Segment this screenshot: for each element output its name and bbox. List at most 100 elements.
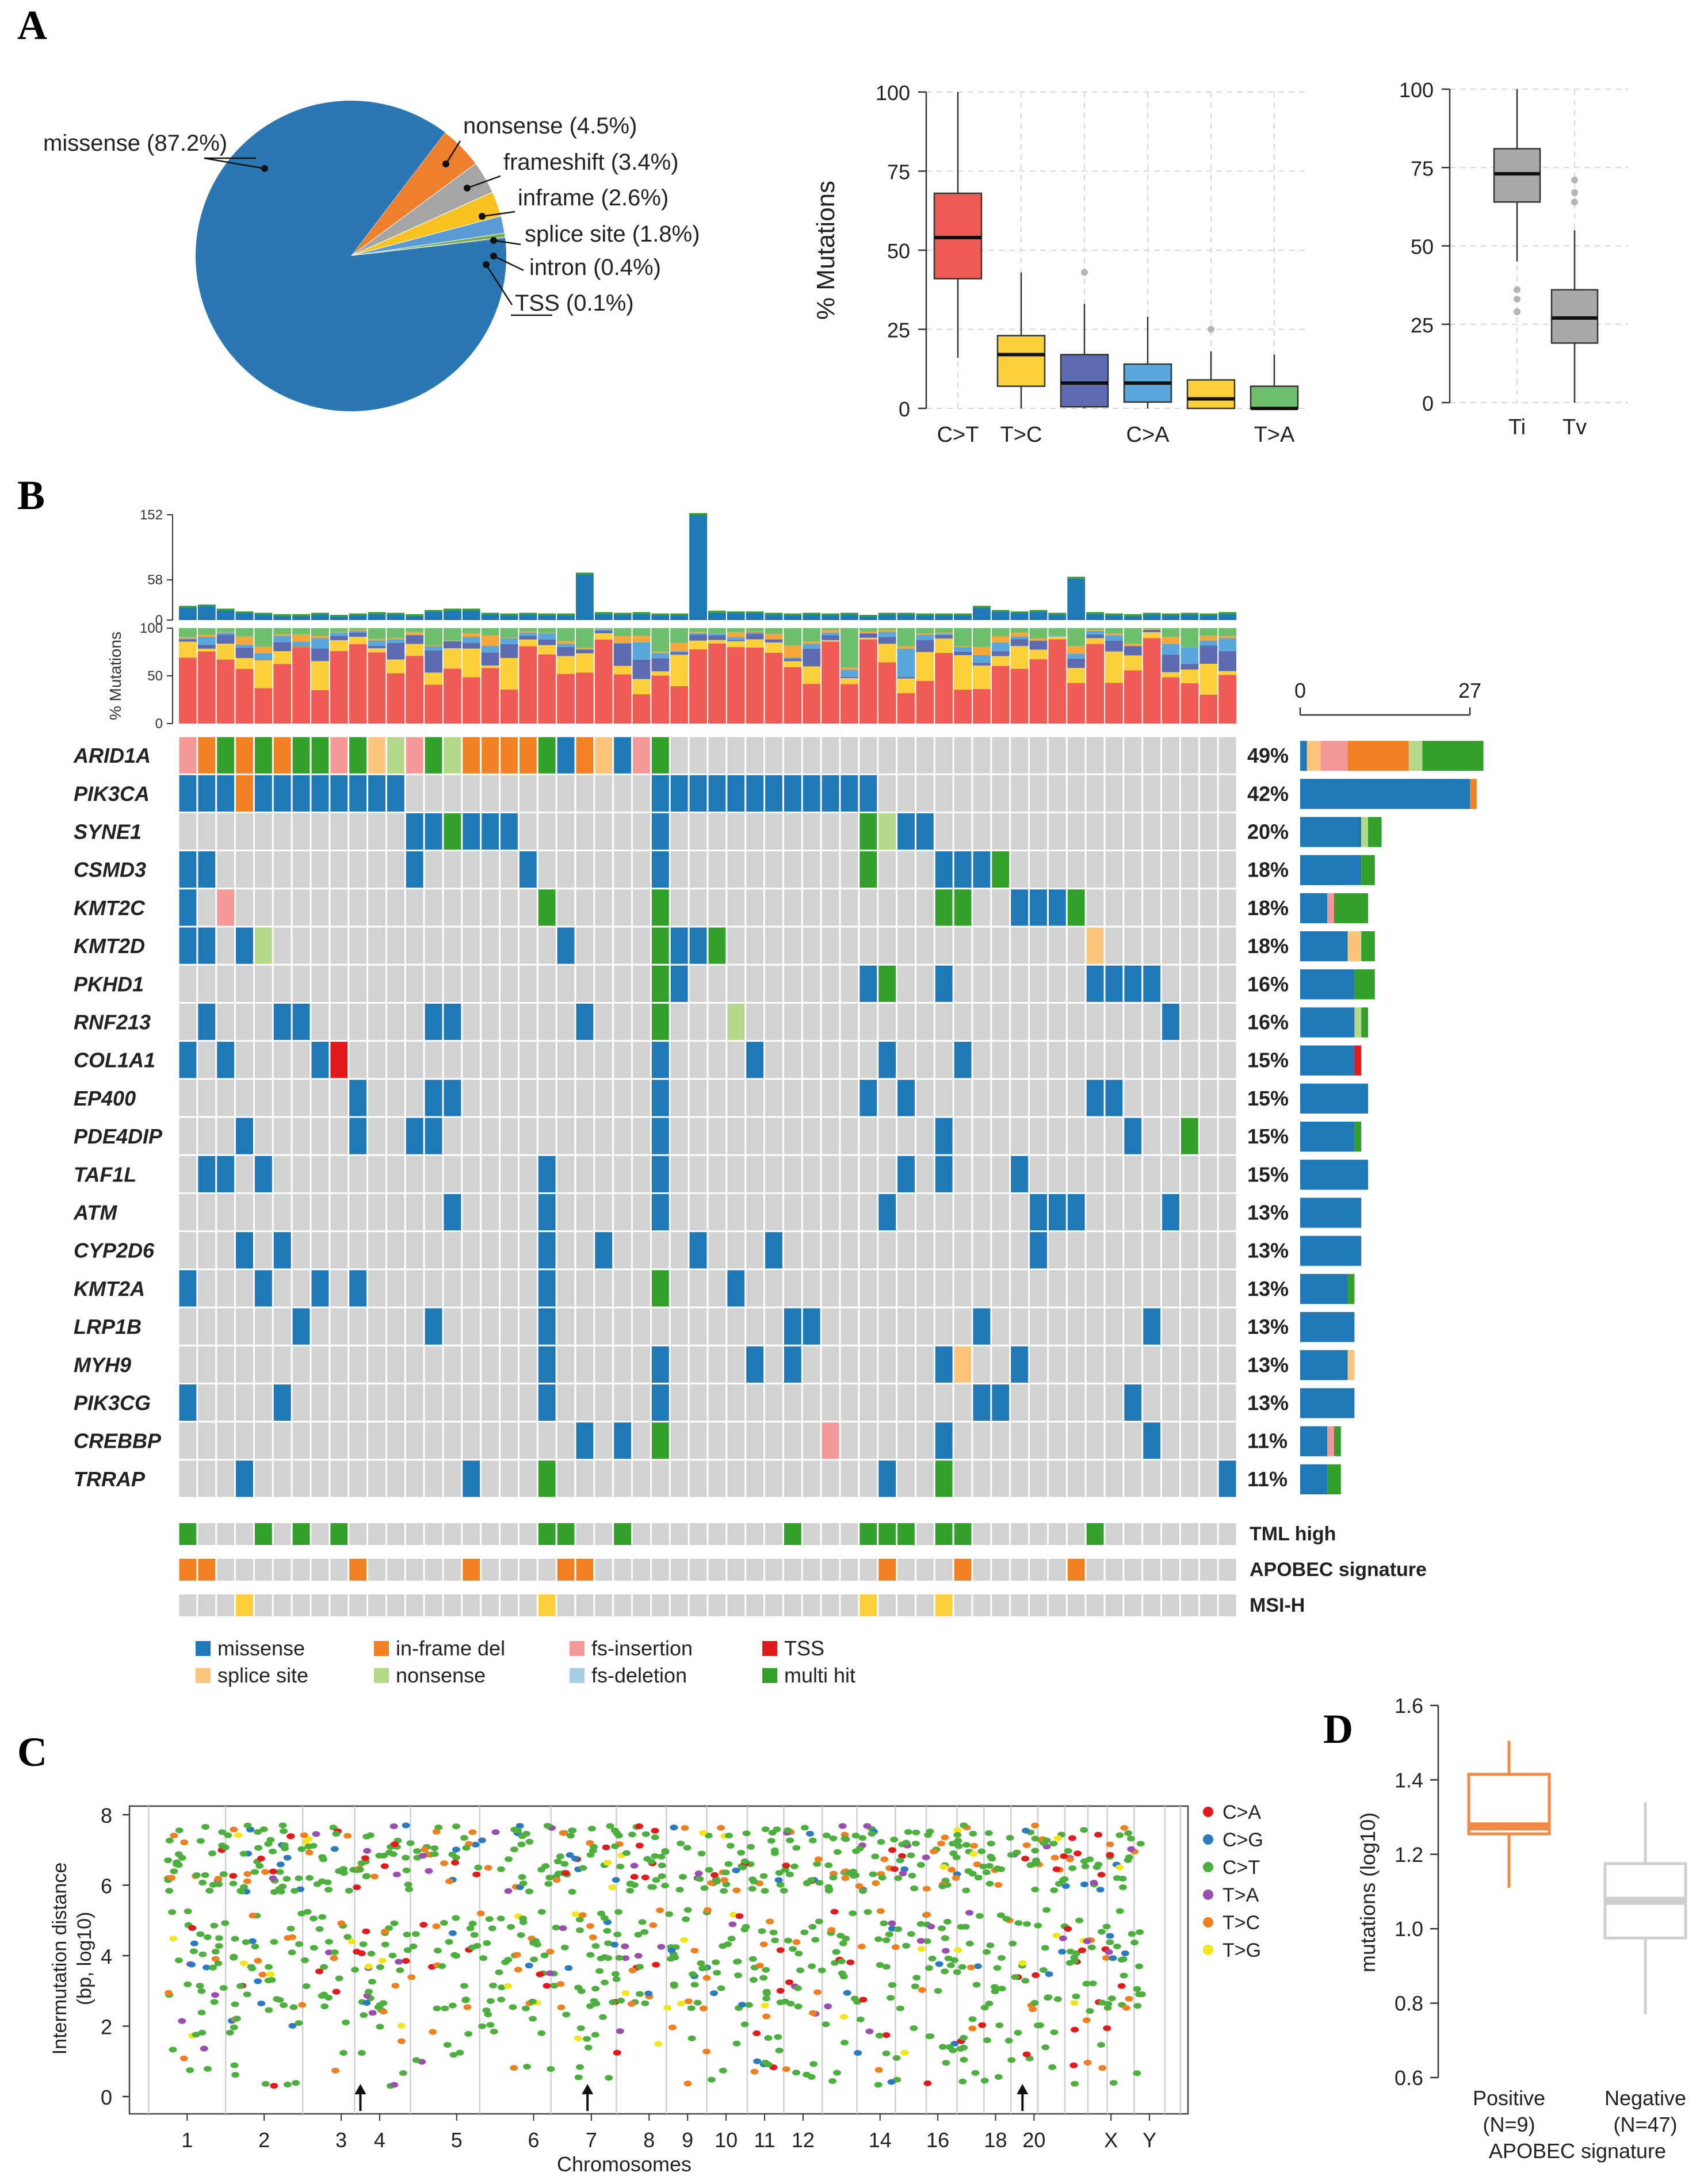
empty-cell (519, 965, 537, 1002)
empty-cell (557, 1384, 575, 1421)
mutation-point (853, 1999, 862, 2005)
empty-cell (727, 927, 745, 964)
pct-stack-segment (500, 637, 518, 638)
empty-cell (746, 927, 764, 964)
mutation-point (543, 1983, 551, 1989)
empty-cell (916, 1460, 934, 1497)
empty-cell (1048, 1156, 1066, 1192)
empty-cell (784, 1080, 801, 1116)
mutation-cell (368, 775, 385, 812)
pct-stack-segment (859, 631, 877, 633)
mutation-cell (1086, 965, 1104, 1002)
empty-cell (1143, 737, 1161, 774)
tmb-bar (1181, 614, 1199, 620)
empty-cell (803, 813, 820, 850)
track-cell-off (292, 1559, 310, 1581)
empty-cell (916, 927, 934, 964)
mutation-point (776, 1881, 785, 1888)
empty-cell (368, 889, 385, 926)
empty-cell (803, 1080, 820, 1116)
mutation-point (466, 1925, 475, 1931)
track-cell-off (330, 1594, 348, 1616)
empty-cell (1086, 1156, 1104, 1192)
empty-cell (1143, 1080, 1161, 1116)
empty-cell (765, 889, 782, 926)
mutation-point (727, 1936, 736, 1942)
empty-cell (501, 1460, 518, 1497)
empty-cell (463, 1003, 480, 1041)
mutation-cell (973, 851, 991, 888)
mutation-point (740, 1858, 749, 1864)
mutation-point (902, 1942, 911, 1949)
empty-cell (236, 1042, 253, 1078)
mutation-point (740, 1926, 749, 1933)
empty-cell (954, 1422, 972, 1459)
empty-cell (179, 1422, 197, 1459)
empty-cell (633, 1156, 650, 1192)
mutation-cell (651, 813, 669, 850)
empty-cell (1181, 775, 1198, 812)
pct-stack-segment (1218, 675, 1236, 724)
legend-swatch (374, 1641, 389, 1656)
empty-cell (1030, 775, 1047, 812)
mutation-point (186, 2067, 194, 2074)
tmb-bar (594, 614, 613, 620)
pct-stack-segment (632, 679, 651, 695)
empty-cell (727, 1384, 745, 1421)
track-cell-off (727, 1559, 745, 1581)
pct-stack-segment (1086, 638, 1104, 644)
mutation-point (911, 1841, 920, 1847)
empty-cell (273, 1156, 291, 1192)
mutation-cell (784, 1346, 801, 1383)
pct-stack-segment (1162, 672, 1180, 678)
mutation-point (362, 1873, 371, 1879)
empty-cell (992, 889, 1010, 926)
mutation-point (188, 1961, 196, 1968)
mutation-point (175, 1827, 184, 1834)
empty-cell (595, 1156, 613, 1192)
empty-cell (463, 1384, 480, 1421)
mutation-point (203, 1934, 212, 1940)
mutation-point (828, 2078, 837, 2084)
pct-stack-segment (954, 689, 972, 724)
empty-cell (1067, 737, 1085, 774)
tmb-bar (765, 614, 783, 620)
pct-stack-segment (897, 628, 915, 647)
empty-cell (1030, 1384, 1047, 1421)
mutation-point (211, 1949, 220, 1955)
mutation-point (762, 1967, 770, 1973)
empty-cell (501, 1270, 518, 1307)
empty-cell (519, 813, 537, 850)
mutation-point (353, 1949, 361, 1955)
mutation-point (840, 2040, 849, 2046)
pct-stack-segment (689, 632, 707, 633)
pct-stack-segment (613, 665, 632, 675)
pct-stack-segment (519, 636, 537, 640)
mutation-point (525, 1838, 534, 1845)
mutation-point (208, 1850, 217, 1857)
mutation-point (800, 1825, 809, 1831)
mutation-cell (1030, 889, 1047, 926)
pct-stack-segment (368, 645, 386, 649)
mutation-point (364, 1963, 373, 1969)
mutation-point (776, 1988, 785, 1994)
empty-cell (1067, 1346, 1085, 1383)
mutation-point (1081, 1863, 1090, 1869)
empty-cell (1143, 1118, 1161, 1154)
y-tick-label: 4 (101, 1945, 112, 1968)
mutation-point (396, 1967, 404, 1973)
mutation-point (712, 1959, 720, 1965)
mutation-point (1106, 1933, 1114, 1939)
empty-cell (236, 1308, 253, 1345)
empty-cell (292, 965, 310, 1002)
tmb-bar (557, 615, 575, 620)
mutation-point (911, 1983, 919, 1990)
mutation-point (589, 1934, 597, 1941)
empty-cell (1048, 813, 1066, 850)
tmb-bar-cap (1143, 613, 1161, 615)
mutation-point (907, 1852, 915, 1858)
empty-cell (1048, 927, 1066, 964)
mutation-point (575, 1927, 584, 1933)
mutation-cell (670, 965, 688, 1002)
mutation-point (1030, 2000, 1039, 2006)
